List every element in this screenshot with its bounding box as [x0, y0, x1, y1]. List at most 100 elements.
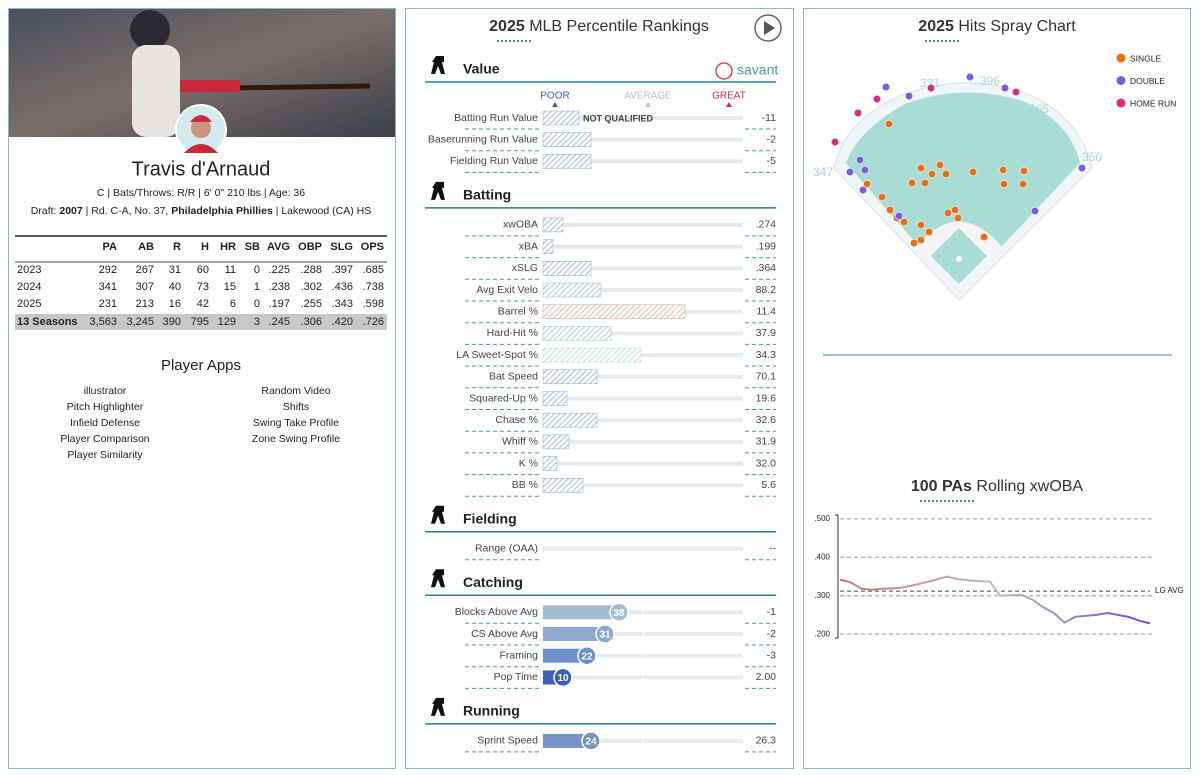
percentile-bar	[543, 627, 605, 641]
photo-bat	[229, 83, 371, 91]
hit-point	[953, 213, 963, 223]
app-link[interactable]: Zone Swing Profile	[252, 433, 340, 445]
percentile-label: 24	[585, 737, 597, 748]
app-link[interactable]: Player Similarity	[67, 449, 143, 461]
hit-point	[935, 160, 945, 170]
stat-cell: 60	[197, 264, 209, 276]
hit-point	[830, 137, 840, 147]
bar-track	[543, 483, 743, 488]
stat-header: AVG	[267, 241, 290, 253]
fence-distance: 350	[1082, 150, 1102, 164]
metric-value: -5	[767, 155, 776, 167]
percentile-bar	[542, 347, 642, 363]
stat-header: AB	[138, 241, 154, 253]
legend-arrow	[645, 102, 651, 107]
hit-point	[941, 169, 951, 179]
hit-point	[1077, 163, 1087, 173]
metric-label: Barrel %	[498, 305, 538, 317]
app-link[interactable]: illustrator	[84, 385, 127, 397]
metric-value: 2.00	[756, 671, 777, 683]
stat-row-label: 2025	[17, 298, 41, 310]
metric-label: Whiff %	[502, 436, 538, 448]
percentile-bar	[542, 326, 612, 341]
metric-value: --	[769, 543, 776, 555]
bar-track	[543, 244, 743, 249]
y-tick-label: .300	[814, 591, 830, 600]
stat-header: SB	[245, 241, 260, 253]
percentile-bar	[542, 456, 558, 471]
stat-cell: .288	[301, 264, 322, 276]
stat-header: PA	[103, 241, 118, 253]
bar-track	[543, 159, 743, 164]
stat-cell: .436	[332, 281, 353, 293]
metric-label: xwOBA	[503, 219, 538, 231]
legend-swatch	[1116, 53, 1126, 63]
app-link[interactable]: Random Video	[261, 385, 330, 397]
spray-title: 2025 Hits Spray Chart	[918, 18, 1076, 35]
stat-cell: .598	[363, 298, 384, 310]
stat-header: OBP	[298, 241, 322, 253]
stat-cell: 42	[197, 298, 209, 310]
metric-value: 5.6	[761, 479, 776, 491]
hit-point	[926, 83, 936, 93]
percentile-bar	[542, 369, 598, 385]
stat-cell: 390	[163, 316, 181, 328]
stat-cell: .738	[363, 281, 384, 293]
hit-point	[881, 82, 891, 92]
fence-distance: 365	[1029, 102, 1049, 116]
hit-point	[924, 227, 934, 237]
app-link[interactable]: Player Comparison	[60, 433, 149, 445]
apps-title: Player Apps	[161, 357, 241, 374]
percentile-bar	[542, 239, 554, 254]
percentile-bar	[542, 261, 592, 276]
stat-cell: 0	[254, 264, 260, 276]
draft-part: 2007	[59, 205, 83, 217]
stat-cell: 213	[136, 298, 154, 310]
stat-cell: .302	[301, 281, 322, 293]
app-link[interactable]: Swing Take Profile	[253, 417, 339, 429]
percentile-bar	[542, 478, 584, 493]
mound	[956, 256, 962, 262]
hit-point	[965, 72, 975, 82]
hit-point	[1030, 206, 1040, 216]
avatar-cap	[190, 115, 212, 122]
bar-track	[543, 546, 743, 551]
app-link[interactable]: Pitch Highlighter	[67, 401, 144, 413]
stat-cell: 231	[99, 298, 117, 310]
metric-value: .199	[756, 240, 777, 252]
stat-cell: 6	[230, 298, 236, 310]
stat-cell: .225	[269, 264, 290, 276]
avatar-shirt	[184, 144, 218, 153]
hit-point	[950, 205, 960, 215]
stat-cell: 40	[169, 281, 181, 293]
metric-value: 32.6	[756, 414, 777, 426]
stat-cell: 11	[225, 264, 236, 276]
percentile-bar	[543, 605, 619, 620]
metric-label: LA Sweet-Spot %	[456, 349, 538, 361]
rolling-title-bold: 100 PAs	[911, 478, 972, 495]
metric-value: 31.9	[756, 436, 777, 448]
metric-value: 26.3	[756, 735, 777, 747]
metric-value: -1	[767, 606, 776, 618]
stat-cell: 16	[169, 298, 181, 310]
hit-point	[916, 235, 926, 245]
app-link[interactable]: Shifts	[283, 401, 309, 413]
bar-track	[543, 222, 743, 227]
hit-point	[1011, 87, 1021, 97]
app-link[interactable]: Infield Defense	[70, 417, 140, 429]
legend-label: POOR	[540, 91, 569, 102]
bar-track	[543, 439, 743, 444]
percentile-title: 2025 MLB Percentile Rankings	[489, 18, 709, 35]
hit-point	[979, 232, 989, 242]
hit-point	[943, 208, 953, 218]
stat-cell: 31	[169, 264, 181, 276]
hit-point	[862, 179, 872, 189]
spray-title-text: Hits Spray Chart	[954, 18, 1076, 35]
section-icon	[431, 505, 445, 524]
metric-label: Framing	[499, 649, 538, 661]
section-title: Catching	[463, 574, 523, 590]
rolling-line	[839, 575, 1151, 625]
bar-track	[543, 137, 743, 142]
